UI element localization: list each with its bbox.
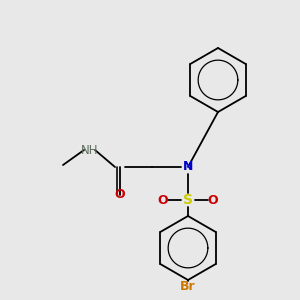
Text: Br: Br [180,280,196,293]
Text: O: O [158,194,168,206]
Text: NH: NH [81,143,99,157]
Text: S: S [183,193,193,207]
Text: N: N [183,160,193,173]
Text: O: O [208,194,218,206]
Text: O: O [115,188,125,202]
